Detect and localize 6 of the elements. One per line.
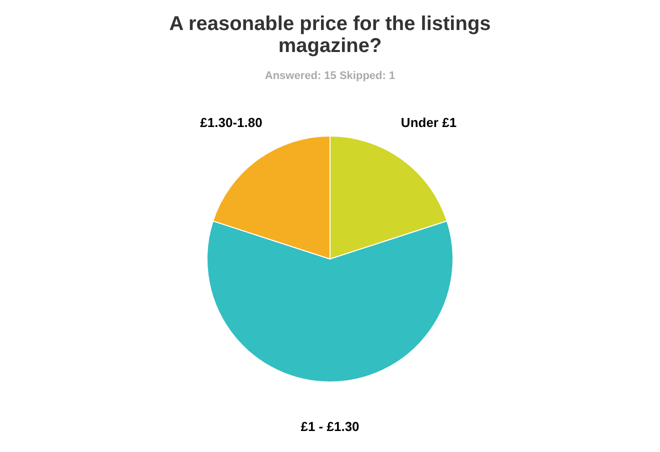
- slice-label: £1.30-1.80: [200, 115, 262, 130]
- chart-subtitle: Answered: 15 Skipped: 1: [264, 70, 396, 82]
- slice-label: Under £1: [400, 115, 457, 130]
- text: A reasonable price for the listings: [169, 13, 491, 35]
- text: magazine?: [278, 35, 382, 57]
- slice-label: £1 - £1.30: [300, 419, 360, 434]
